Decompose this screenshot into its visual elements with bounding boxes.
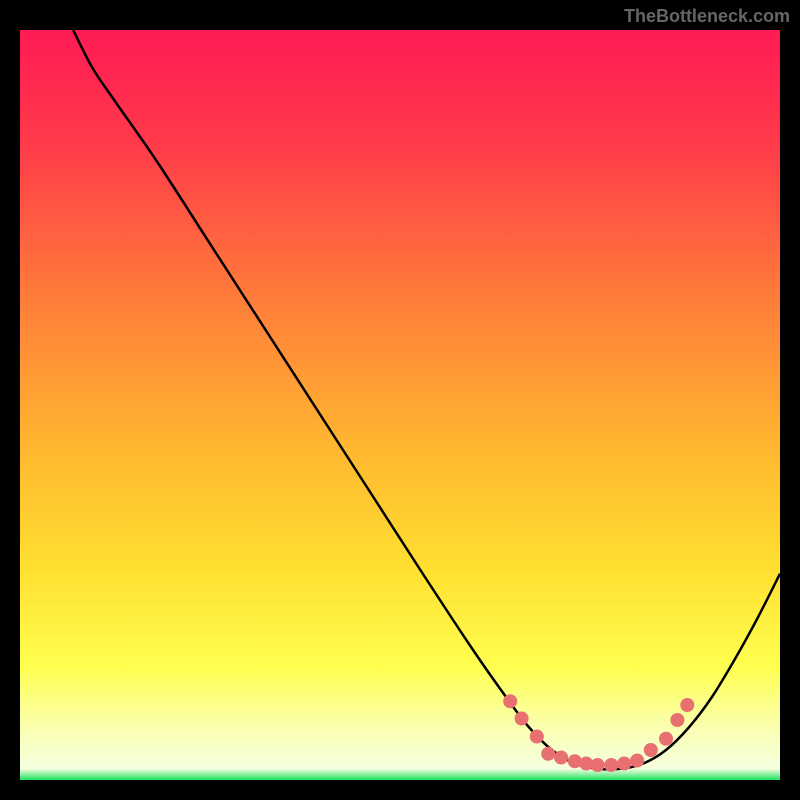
curve-marker — [617, 757, 631, 771]
curve-marker — [644, 743, 658, 757]
plot-area — [20, 30, 780, 780]
curve-marker — [591, 758, 605, 772]
marker-group — [503, 694, 694, 772]
curve-marker — [503, 694, 517, 708]
curve-marker — [541, 747, 555, 761]
curve-marker — [680, 698, 694, 712]
curve-marker — [670, 713, 684, 727]
chart-container: TheBottleneck.com — [0, 0, 800, 800]
curve-marker — [659, 732, 673, 746]
curve-marker — [630, 754, 644, 768]
curve-marker — [515, 712, 529, 726]
curve-marker — [604, 758, 618, 772]
bottleneck-curve — [73, 30, 780, 769]
curve-marker — [530, 730, 544, 744]
curve-layer — [20, 30, 780, 780]
curve-marker — [554, 751, 568, 765]
watermark-text: TheBottleneck.com — [624, 6, 790, 27]
